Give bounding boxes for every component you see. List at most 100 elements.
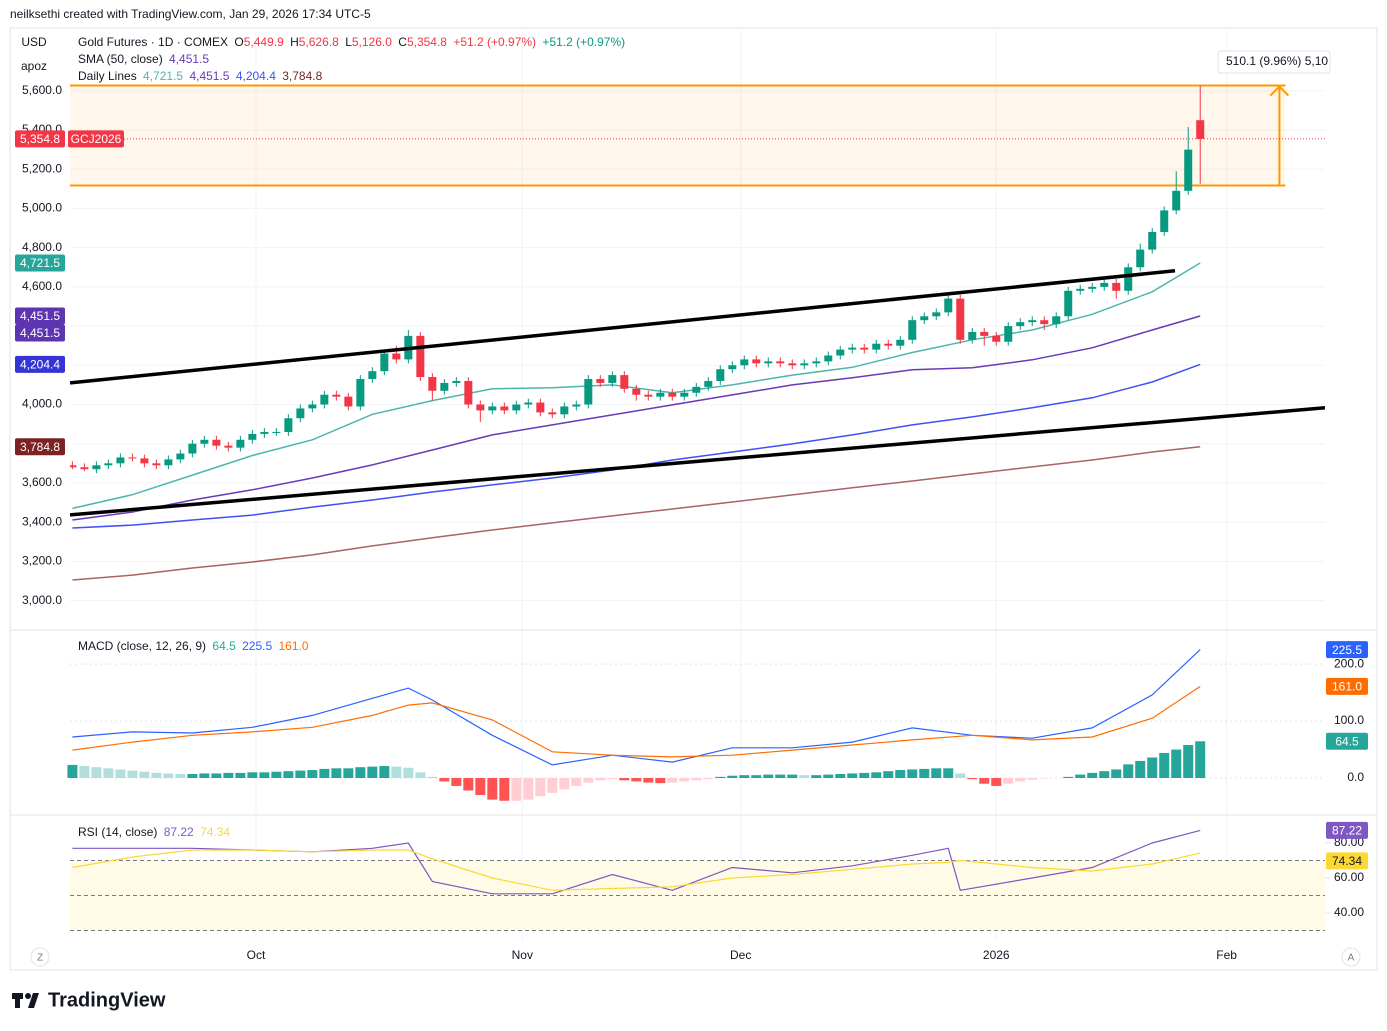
histogram-bar xyxy=(151,772,162,778)
x-tick-label: Nov xyxy=(512,948,533,962)
candle-body xyxy=(476,404,485,411)
histogram-bar xyxy=(619,778,630,781)
histogram-bar xyxy=(355,767,366,778)
histogram-bar xyxy=(499,778,510,801)
histogram-bar xyxy=(571,778,582,786)
candle-body xyxy=(536,402,545,413)
candle-body xyxy=(716,369,725,381)
candle-body xyxy=(344,396,353,407)
ma-line xyxy=(72,445,1201,581)
candle-body xyxy=(380,353,389,372)
histogram-bar xyxy=(259,772,270,778)
histogram-bar xyxy=(1087,772,1098,778)
histogram-bar xyxy=(787,774,798,778)
y-tick-label: 200.0 xyxy=(1334,656,1364,670)
histogram-bar xyxy=(763,774,774,778)
histogram-bar xyxy=(739,775,750,778)
scale-button[interactable] xyxy=(30,947,50,967)
histogram-bar xyxy=(1147,757,1158,778)
candle-body xyxy=(1052,316,1061,325)
histogram-bar xyxy=(79,766,90,778)
candle-body xyxy=(932,312,941,317)
candle-body xyxy=(392,353,401,360)
histogram-bar xyxy=(487,778,498,800)
histogram-bar xyxy=(595,778,606,781)
change-alt: +51.2 (+0.97%) xyxy=(542,35,626,49)
histogram-bar xyxy=(727,775,738,778)
histogram-bar xyxy=(67,764,78,778)
histogram-bar xyxy=(919,768,930,778)
histogram-bar xyxy=(391,766,402,778)
histogram-bar xyxy=(307,770,318,778)
auto-button-label[interactable]: A xyxy=(1348,953,1355,964)
candle-body xyxy=(656,392,665,397)
histogram-bar xyxy=(415,772,426,778)
histogram-bar xyxy=(343,768,354,778)
histogram-bar xyxy=(319,768,330,778)
logo-shape xyxy=(15,993,20,1008)
auto-button[interactable] xyxy=(1341,947,1361,967)
histogram-bar xyxy=(439,778,450,782)
histogram-bar xyxy=(955,773,966,778)
candle-body xyxy=(80,467,89,470)
histogram-bar xyxy=(811,775,822,778)
histogram-bar xyxy=(607,778,618,780)
value-badge-label: 4,451.5 xyxy=(20,326,60,340)
histogram-bar xyxy=(367,766,378,778)
candle-body xyxy=(236,439,245,448)
value-badge-label: GCJ2026 xyxy=(71,132,122,146)
histogram-bar xyxy=(691,778,702,781)
value-badge xyxy=(15,438,65,456)
histogram-bar xyxy=(679,778,690,782)
macd-value: 64.5 xyxy=(212,639,236,653)
x-tick-label: Feb xyxy=(1216,948,1237,962)
y-tick-label: 5,200.0 xyxy=(22,161,62,175)
histogram-bar xyxy=(547,778,558,793)
value-badge-label: 4,451.5 xyxy=(20,309,60,323)
histogram-bar xyxy=(1027,778,1038,780)
histogram-bar xyxy=(583,778,594,783)
candle-body xyxy=(212,439,221,446)
line-value: 4,451.5 xyxy=(189,69,230,83)
candle-body xyxy=(440,382,449,391)
value-badge-label: 87.22 xyxy=(1332,824,1362,838)
candle-body xyxy=(164,459,173,466)
candle-body xyxy=(1148,231,1157,250)
value-badge-label: 64.5 xyxy=(1335,734,1359,748)
candle-body xyxy=(560,406,569,415)
candle-body xyxy=(428,377,437,391)
histogram-bar xyxy=(535,778,546,797)
logo xyxy=(12,993,39,1008)
histogram-bar xyxy=(1003,778,1014,784)
histogram-bar xyxy=(1015,778,1026,782)
histogram-bar xyxy=(115,769,126,778)
histogram-bar xyxy=(403,767,414,778)
rsi-title: RSI (14, close) xyxy=(78,825,158,839)
histogram-bar xyxy=(295,770,306,778)
candle-body xyxy=(1172,190,1181,211)
ma-line xyxy=(72,262,1201,510)
candle-body xyxy=(572,404,581,407)
candle-body xyxy=(788,363,797,366)
ohlc-value: 5,354.8 xyxy=(406,35,447,49)
histogram-bar xyxy=(271,771,282,778)
candle-body xyxy=(740,359,749,366)
candle-body xyxy=(260,431,269,434)
ohlc-key: L xyxy=(345,35,352,49)
candle-body xyxy=(176,453,185,460)
candle-body xyxy=(332,394,341,397)
candle-body xyxy=(416,335,425,378)
symbol: Gold Futures · 1D · COMEX xyxy=(78,35,229,49)
candle-body xyxy=(980,331,989,336)
scale-button-label[interactable]: Z xyxy=(37,953,43,964)
histogram-bar xyxy=(139,771,150,778)
candle-body xyxy=(956,298,965,340)
value-badge xyxy=(1326,732,1368,750)
candle-body xyxy=(128,457,137,459)
macd-line xyxy=(72,649,1201,766)
y-tick-label: 3,600.0 xyxy=(22,475,62,489)
ohlc-value: 5,449.9 xyxy=(243,35,284,49)
y-tick-label: 3,400.0 xyxy=(22,514,62,528)
x-tick-label: Dec xyxy=(730,948,751,962)
value-badge xyxy=(1326,821,1368,839)
